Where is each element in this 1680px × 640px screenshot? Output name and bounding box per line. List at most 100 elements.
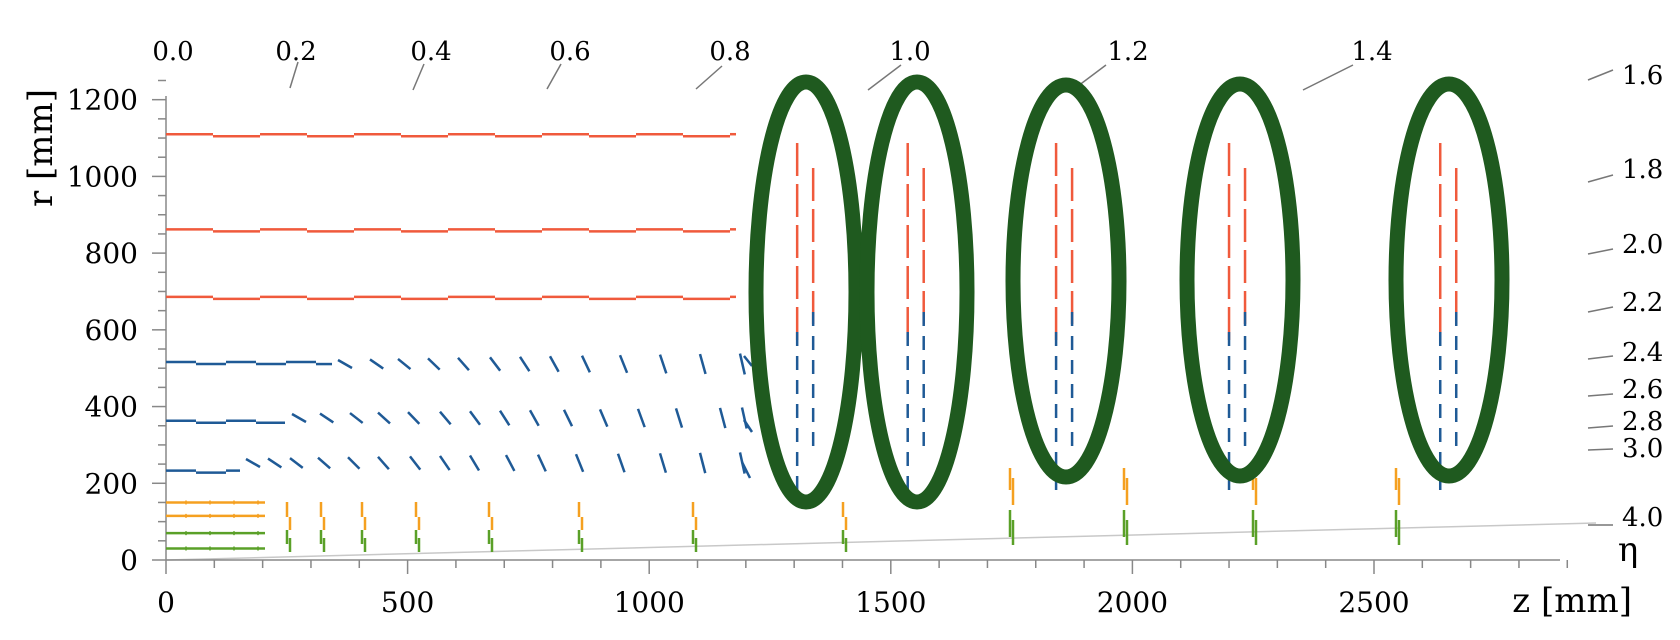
middle-tilted-module — [267, 457, 283, 469]
middle-tilted-module — [698, 353, 707, 375]
x-axis-title: z [mm] — [1512, 581, 1632, 621]
eta-top-tick — [695, 65, 723, 90]
middle-tilted-module — [636, 408, 646, 428]
middle-tilted-module — [439, 410, 452, 426]
eta-right-tick-label: 2.0 — [1622, 230, 1663, 260]
disk-highlight-ellipse — [859, 74, 975, 510]
eta-top-tick-label: 0.2 — [275, 37, 316, 67]
eta-top-tick-label: 0.8 — [709, 37, 750, 67]
x-tick-label: 1000 — [614, 586, 685, 619]
eta-top-tick — [412, 63, 425, 91]
eta-top-tick-label: 0.4 — [410, 37, 451, 67]
middle-tilted-module — [718, 407, 727, 429]
middle-tilted-module — [528, 409, 540, 427]
eta-right-tick-label: 2.2 — [1622, 288, 1663, 318]
middle-tilted-module — [536, 454, 547, 472]
middle-tilted-module — [397, 357, 412, 371]
eta-top-tick-label: 0.0 — [152, 37, 193, 67]
middle-tilted-module — [291, 412, 307, 424]
middle-tilted-module — [438, 455, 451, 471]
eta-top-tick-label: 1.4 — [1351, 37, 1392, 67]
middle-tilted-module — [658, 452, 668, 474]
y-axis-title: r [mm] — [21, 89, 61, 207]
disk-highlight-ellipse — [1388, 76, 1510, 484]
middle-tilted-module — [548, 355, 560, 373]
middle-tilted-module — [468, 454, 481, 472]
middle-tilted-module — [580, 355, 591, 373]
eta-right-ticks: 1.6 1.8 2.0 2.2 2.4 2.62.83.0 4.0 — [1587, 61, 1663, 533]
x-axis-ticks: 0 500 1000 1500 2000 2500 — [157, 560, 1569, 619]
y-tick-label: 400 — [85, 391, 138, 424]
eta-right-tick-label: 2.8 — [1622, 407, 1663, 437]
x-tick-label: 0 — [157, 586, 175, 619]
x-tick-label: 1500 — [855, 586, 926, 619]
disk-highlight-ellipse — [748, 74, 864, 510]
eta-lines — [165, 522, 1597, 561]
eta-right-tick-label: 4.0 — [1622, 503, 1663, 533]
middle-tilted-module — [319, 412, 335, 424]
middle-tilted-module — [349, 412, 364, 424]
eta-top-ticks: 0.0 0.2 0.4 0.6 0.8 1.0 1.2 1.4 — [152, 37, 1393, 93]
eta-right-tick-label: 1.8 — [1622, 155, 1663, 185]
x-tick-label: 2000 — [1097, 586, 1168, 619]
disk-highlight-ellipse — [1005, 77, 1127, 485]
middle-tilted-module — [674, 408, 684, 428]
x-tick-label: 2500 — [1338, 586, 1409, 619]
middle-tilted-module — [337, 358, 353, 370]
detector-modules — [166, 132, 1458, 552]
middle-tilted-module — [740, 407, 748, 429]
middle-tilted-module — [377, 455, 390, 471]
eta-right-tick — [1587, 355, 1614, 360]
middle-tilted-module — [369, 358, 384, 370]
y-tick-label: 600 — [85, 314, 138, 347]
middle-tilted-module — [289, 457, 304, 469]
eta-right-tick-label: 3.0 — [1622, 434, 1663, 464]
middle-tilted-module — [498, 410, 511, 426]
middle-tilted-module — [468, 410, 482, 426]
middle-tilted-module — [518, 356, 531, 372]
middle-tilted-module — [616, 453, 626, 473]
middle-tilted-module — [457, 357, 470, 371]
middle-tilted-module — [409, 455, 422, 471]
middle-tilted-module — [245, 457, 261, 469]
eta-title: η — [1618, 530, 1638, 570]
y-tick-label: 0 — [120, 544, 138, 577]
eta-right-tick — [1587, 174, 1614, 183]
middle-tilted-module — [427, 357, 441, 371]
y-tick-label: 800 — [85, 237, 138, 270]
disk-highlight-ellipse — [1179, 76, 1301, 484]
eta-top-tick — [867, 64, 902, 91]
eta-right-tick-label: 2.6 — [1622, 375, 1663, 405]
middle-tilted-module — [407, 411, 421, 425]
middle-tilted-module — [347, 456, 361, 470]
eta-top-tick — [289, 61, 299, 89]
middle-tilted-module — [598, 408, 609, 428]
eta-right-tick — [1587, 393, 1614, 397]
eta-top-tick — [546, 63, 562, 90]
x-tick-label: 500 — [381, 586, 434, 619]
y-axis-ticks: 0 200 400 600 800 1000 1200 — [67, 79, 166, 577]
middle-tilted-module — [740, 461, 752, 479]
axes: 0 200 400 600 800 1000 1200 0 500 1000 1500 2000 25… — [21, 79, 1638, 621]
eta-4-boundary-line — [165, 522, 1597, 561]
eta-right-tick — [1587, 425, 1614, 429]
eta-right-tick — [1587, 306, 1614, 313]
disk-highlights — [748, 74, 1510, 510]
middle-tilted-module — [738, 353, 746, 375]
eta-top-tick-label: 0.6 — [549, 37, 590, 67]
eta-right-tick — [1587, 69, 1614, 81]
y-tick-label: 1200 — [67, 84, 138, 117]
middle-tilted-module — [562, 409, 574, 427]
middle-tilted-module — [742, 419, 754, 433]
middle-tilted-module — [489, 356, 502, 372]
middle-tilted-module — [658, 354, 668, 374]
eta-top-tick — [1302, 64, 1354, 91]
eta-right-tick-label: 2.4 — [1622, 338, 1663, 368]
middle-tilted-module — [377, 411, 391, 425]
middle-tilted-module — [698, 452, 707, 474]
eta-top-tick-label: 1.0 — [889, 37, 930, 67]
y-tick-label: 1000 — [67, 160, 138, 193]
middle-tilted-module — [317, 456, 331, 470]
eta-top-tick-label: 1.2 — [1107, 37, 1148, 67]
